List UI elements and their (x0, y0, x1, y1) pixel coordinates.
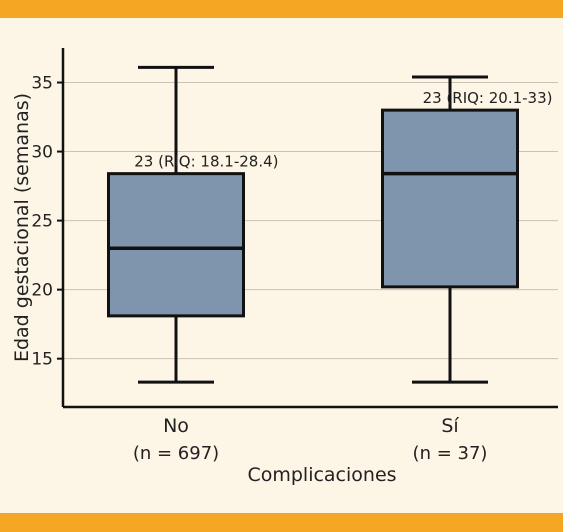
y-tick-label: 15 (31, 350, 53, 370)
x-tick-label: Sí (441, 415, 459, 437)
top-orange-band (0, 0, 563, 18)
box-group-2: 23 (RIQ: 20.1-33) (381, 75, 553, 384)
boxes: 23 (RIQ: 18.1-28.4) 23 (RIQ: 20.1-33) (107, 65, 553, 384)
x-tick-sublabel: (n = 37) (413, 443, 488, 464)
iqr-box (381, 108, 519, 289)
y-tick-label: 20 (31, 281, 53, 301)
axes (61, 48, 558, 409)
box-annotation: 23 (RIQ: 20.1-33) (423, 89, 553, 107)
iqr-box (107, 172, 245, 318)
x-tick-label: No (163, 415, 189, 437)
x-tick-labels: No (n = 697) Sí (n = 37) (133, 415, 488, 464)
bottom-orange-band (0, 513, 563, 532)
box-group-1: 23 (RIQ: 18.1-28.4) (107, 65, 279, 384)
x-tick-sublabel: (n = 697) (133, 443, 219, 464)
x-axis-label: Complicaciones (247, 464, 396, 486)
y-ticks: 15 20 25 30 35 (31, 74, 63, 370)
y-tick-label: 35 (31, 74, 53, 94)
box-annotation: 23 (RIQ: 18.1-28.4) (134, 153, 278, 171)
y-axis-label: Edad gestacional (semanas) (11, 93, 33, 362)
y-tick-label: 30 (31, 143, 53, 163)
y-tick-label: 25 (31, 212, 53, 232)
